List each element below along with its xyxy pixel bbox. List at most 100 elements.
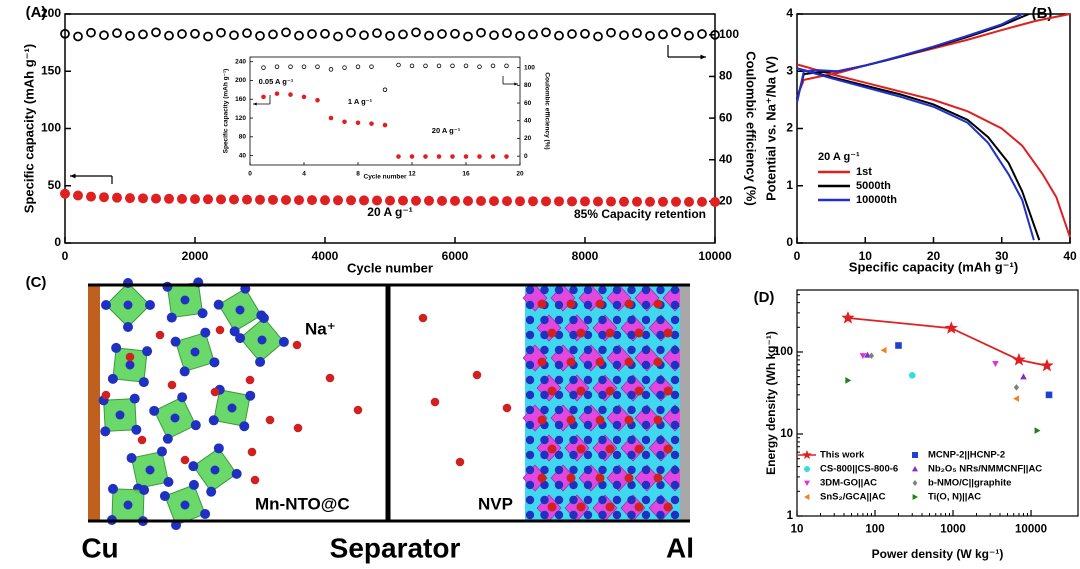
atom-blue <box>641 315 651 325</box>
anode-label: Mn-NTO@C <box>255 494 350 513</box>
data-point <box>255 30 265 41</box>
data-point <box>261 65 266 70</box>
data-point <box>463 154 469 159</box>
data-point <box>385 195 395 206</box>
x-tick-label: 8000 <box>572 249 599 263</box>
atom-blue <box>525 345 535 355</box>
data-point <box>372 195 382 206</box>
atom-blue <box>670 390 680 400</box>
data-point <box>342 119 347 125</box>
atom-blue <box>670 375 680 385</box>
data-point <box>411 195 421 206</box>
atom-blue <box>670 345 680 355</box>
atom-red <box>663 328 673 338</box>
data-point <box>567 196 577 207</box>
data-point <box>281 27 291 38</box>
data-point <box>315 97 320 103</box>
x-tick-label: 0 <box>62 249 69 263</box>
atom-blue <box>123 500 133 510</box>
marker <box>1034 427 1041 434</box>
atom-blue <box>670 315 680 325</box>
panel-c-diagram: Na⁺ Mn-NTO@C NVP Cu Separator Al <box>81 277 694 563</box>
data-point <box>203 194 213 205</box>
atom-red <box>653 415 663 425</box>
y-tick-label: 50 <box>48 178 62 192</box>
atom-blue <box>554 330 564 340</box>
legend-label: 1st <box>856 166 872 178</box>
data-point <box>593 31 603 42</box>
x-tick-label: 0 <box>248 171 252 178</box>
atom-blue <box>540 285 549 295</box>
x-tick-label: 0 <box>794 249 801 263</box>
atom-blue <box>540 330 549 340</box>
atom-blue <box>670 360 680 370</box>
atom-blue <box>569 465 578 475</box>
ion-label: Na⁺ <box>305 319 336 338</box>
annotation: 1 A g⁻¹ <box>348 97 373 106</box>
atom-blue <box>627 405 636 415</box>
x-tick-label: 30 <box>995 249 1009 263</box>
atom-blue <box>100 426 111 437</box>
data-point <box>489 196 499 207</box>
atom-blue <box>656 345 665 355</box>
marker <box>992 361 999 367</box>
data-point <box>307 29 317 39</box>
legend-marker <box>912 452 918 458</box>
atom-blue <box>641 375 651 385</box>
legend-label: b-NMO/C||graphite <box>928 478 1011 489</box>
na-ion <box>245 375 255 385</box>
data-point <box>515 30 525 41</box>
atom-blue <box>656 480 665 490</box>
atom-blue <box>612 435 622 445</box>
atom-blue <box>540 405 549 415</box>
atom-blue <box>670 465 680 475</box>
legend-label: CS-800||CS-800-6 <box>820 464 898 475</box>
data-point <box>342 65 347 70</box>
x-tick-label: 10 <box>859 249 873 263</box>
atom-red <box>547 502 557 512</box>
atom-blue <box>540 390 549 400</box>
atom-blue <box>569 495 578 505</box>
data-point <box>346 195 356 206</box>
data-point <box>710 197 720 208</box>
atom-blue <box>554 435 564 445</box>
data-point <box>190 28 200 39</box>
atom-blue <box>641 405 651 415</box>
data-point <box>436 63 442 69</box>
atom-red <box>537 299 547 309</box>
arrow-head <box>514 82 518 86</box>
legend-label: Ti(O, N)||AC <box>928 492 981 503</box>
data-point <box>645 196 655 207</box>
atom-blue <box>540 315 549 325</box>
data-point <box>151 27 161 38</box>
atom-blue <box>598 315 607 325</box>
data-point <box>463 195 473 206</box>
atom-blue <box>612 405 622 415</box>
atom-blue <box>627 330 636 340</box>
atom-blue <box>598 465 607 475</box>
data-line <box>847 317 1048 367</box>
data-point <box>359 195 369 206</box>
atom-blue <box>612 375 622 385</box>
atom-blue <box>139 484 150 495</box>
y-tick-label: 200 <box>235 77 246 84</box>
marker <box>868 352 875 360</box>
legend-label: MCNP-2||HCNP-2 <box>928 450 1005 461</box>
y-tick-label: 120 <box>235 115 246 122</box>
atom-blue <box>641 420 651 430</box>
legend-label: 3DM-GO||AC <box>820 478 877 489</box>
atom-blue <box>612 300 622 310</box>
data-point <box>60 28 70 39</box>
data-point <box>450 28 460 39</box>
atom-blue <box>227 403 237 413</box>
atom-blue <box>598 285 607 295</box>
inset-background <box>220 50 555 182</box>
atom-red <box>605 502 615 512</box>
atom-blue <box>641 450 651 460</box>
atom-blue <box>598 435 607 445</box>
data-point <box>274 91 280 96</box>
atom-blue <box>670 285 680 295</box>
y-tick-label: 1 <box>786 178 793 192</box>
atom-red <box>547 328 557 338</box>
legend-marker <box>912 480 918 486</box>
